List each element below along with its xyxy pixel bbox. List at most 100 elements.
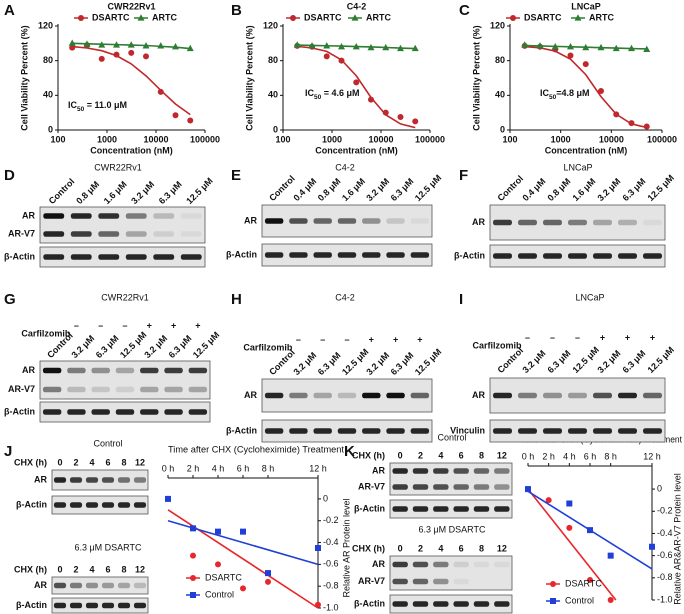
- y-tick-label: 80: [43, 55, 53, 65]
- band: [453, 468, 469, 474]
- band: [473, 506, 490, 512]
- band: [643, 253, 662, 259]
- row-label: β-Actin: [16, 499, 47, 509]
- band: [473, 561, 490, 568]
- treatment-sign: +: [195, 320, 200, 330]
- band: [618, 428, 637, 434]
- band: [264, 428, 284, 434]
- band: [362, 428, 381, 434]
- data-point: [240, 528, 246, 535]
- y-tick-label: 40: [43, 90, 53, 100]
- treatment-sign: +: [393, 334, 398, 344]
- blot-title: Control: [93, 438, 122, 448]
- band: [133, 477, 147, 483]
- lane-label: 6.3 μM: [389, 176, 416, 203]
- band: [313, 392, 332, 399]
- band: [188, 409, 208, 415]
- band: [101, 582, 115, 589]
- data-point: [597, 88, 604, 94]
- band: [70, 213, 92, 219]
- lane-label: 12.5 μM: [571, 345, 601, 375]
- band: [453, 561, 469, 568]
- row-label: AR: [34, 474, 47, 484]
- data-point: [367, 43, 375, 51]
- blot-membrane: [389, 555, 513, 591]
- time-label: 4: [438, 450, 443, 460]
- data-point: [128, 49, 135, 56]
- time-label: 8: [121, 457, 126, 467]
- band: [493, 219, 512, 226]
- row-label: AR: [472, 217, 485, 227]
- legend-marker: [78, 15, 84, 21]
- band: [98, 213, 120, 219]
- band: [153, 213, 175, 219]
- data-point: [190, 552, 196, 559]
- band: [101, 602, 115, 609]
- time-label: 0: [57, 564, 62, 574]
- chart-title: CWR22Rv1: [107, 1, 155, 11]
- band: [264, 252, 284, 258]
- x-tick-label: 0 h: [162, 463, 175, 473]
- legend-label: Control: [565, 595, 594, 605]
- lane-label: 12.5 μM: [646, 173, 676, 203]
- band: [67, 367, 86, 374]
- panel-letter: I: [459, 291, 463, 308]
- y-axis-label: Cell Viability Percent (%): [244, 25, 254, 130]
- lane-label: 6.3 μM: [94, 333, 121, 360]
- y-tick-label: 40: [495, 90, 505, 100]
- time-label: 12: [135, 564, 145, 574]
- band: [543, 219, 562, 226]
- panel-letter: B: [231, 2, 242, 19]
- row-label: AR: [244, 215, 257, 225]
- time-label: 0: [398, 450, 403, 460]
- data-point: [240, 585, 246, 592]
- band: [67, 409, 86, 415]
- row-label: β-Actin: [4, 251, 35, 261]
- time-label: 2: [73, 457, 78, 467]
- data-point: [98, 55, 105, 62]
- band: [140, 409, 159, 415]
- band: [180, 213, 202, 219]
- data-point: [612, 44, 620, 52]
- lane-label: 6.3 μM: [621, 348, 648, 375]
- lane-label: 12.5 μM: [646, 345, 676, 375]
- legend-label: DSARTC: [524, 12, 562, 22]
- band: [412, 484, 429, 490]
- y-tick-label: 80: [268, 55, 278, 65]
- fit-curve: [524, 45, 647, 129]
- band: [494, 506, 510, 512]
- data-point: [643, 45, 651, 52]
- lane-label: 6.3 μM: [389, 350, 416, 377]
- data-point: [323, 42, 331, 49]
- time-label: 6: [459, 450, 464, 460]
- chart-title: LNCaP: [571, 1, 601, 11]
- time-label: 8: [479, 543, 484, 553]
- band: [115, 386, 135, 393]
- band: [289, 218, 308, 224]
- band: [392, 468, 408, 474]
- time-label: 4: [89, 564, 94, 574]
- band: [518, 253, 537, 259]
- band: [473, 468, 490, 474]
- time-label: 0: [57, 457, 62, 467]
- row-label: β-Actin: [4, 406, 35, 416]
- band: [337, 218, 357, 224]
- treatment-sign: –: [296, 334, 301, 344]
- x-tick-label: 6 h: [237, 463, 250, 473]
- data-point: [536, 42, 544, 49]
- band: [494, 601, 510, 607]
- data-point: [172, 112, 179, 119]
- blot-title: LNCaP: [575, 292, 604, 302]
- y-tick-label: 0: [657, 483, 662, 493]
- data-point: [412, 118, 419, 125]
- treatment-sign: –: [74, 320, 79, 330]
- blot-membrane: [51, 469, 149, 491]
- lane-label: 0.8 μM: [546, 176, 573, 203]
- annotation-part: IC: [305, 88, 315, 98]
- y-tick-label: -1.0: [323, 602, 339, 612]
- data-point: [157, 88, 164, 95]
- band: [91, 367, 110, 374]
- chx-label: CHX (h): [352, 450, 385, 460]
